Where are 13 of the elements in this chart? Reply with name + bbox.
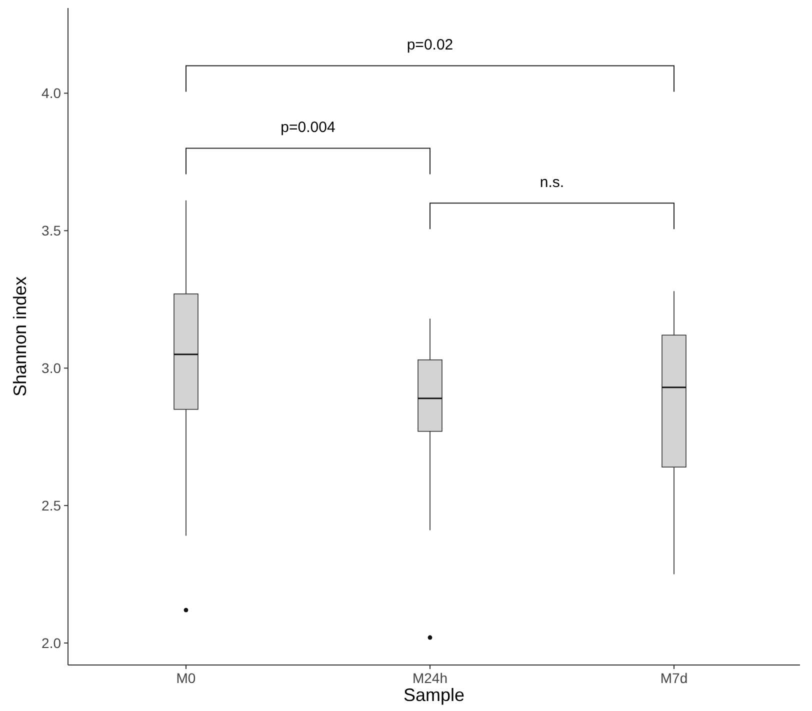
- annotation: n.s.: [540, 174, 564, 192]
- y-tick-label: 3.5: [42, 222, 62, 239]
- y-tick-label: 2.0: [42, 634, 62, 651]
- annotation: p=0.004: [280, 119, 336, 136]
- x-tick-label: M7d: [660, 670, 688, 686]
- y-tick-label: 2.5: [42, 497, 62, 514]
- x-tick-label: M0: [176, 670, 196, 686]
- x-tick-label: M24h: [412, 670, 448, 686]
- y-tick-label: 3.0: [42, 360, 62, 376]
- annotation: p=0.02: [406, 36, 454, 54]
- y-axis-title: Shannon index: [10, 276, 30, 397]
- x-axis-title: Sample: [403, 685, 465, 705]
- y-tick-label: 4.0: [42, 85, 62, 102]
